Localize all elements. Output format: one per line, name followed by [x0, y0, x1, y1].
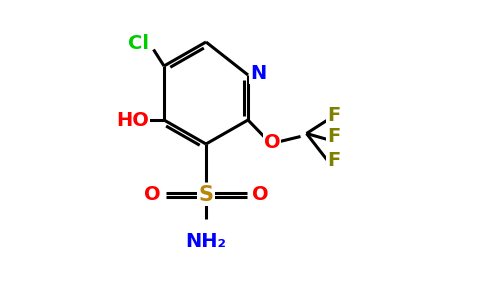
Text: F: F — [327, 151, 340, 170]
Text: F: F — [327, 127, 340, 146]
Text: O: O — [144, 185, 160, 205]
Text: O: O — [252, 185, 268, 205]
Text: O: O — [264, 133, 280, 152]
Text: NH₂: NH₂ — [185, 232, 227, 251]
Text: F: F — [327, 106, 340, 125]
Text: Cl: Cl — [128, 34, 149, 53]
Text: N: N — [250, 64, 267, 83]
Text: S: S — [198, 185, 213, 205]
Text: HO: HO — [116, 110, 149, 130]
